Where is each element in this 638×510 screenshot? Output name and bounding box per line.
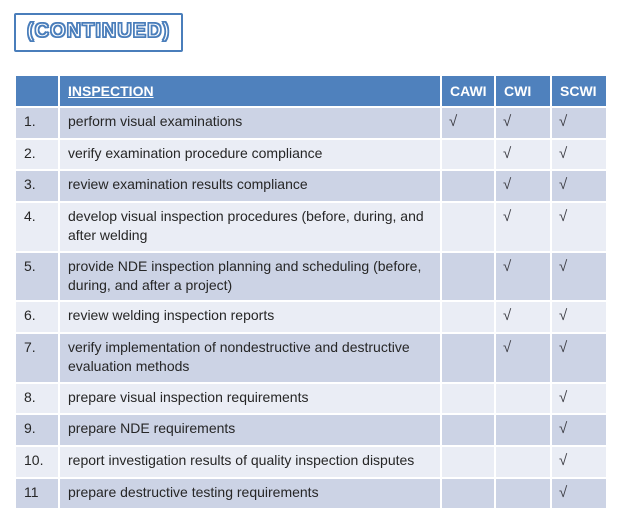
cwi-check-cell: √ [494,332,552,384]
cawi-check-cell [440,476,496,510]
table-row: 5. provide NDE inspection planning and sc… [14,250,608,303]
task-cell: prepare visual inspection requirements [58,381,442,416]
cawi-check-cell [440,300,496,334]
cwi-check-cell: √ [494,137,552,172]
table-row: 8. prepare visual inspection requirements… [14,381,608,416]
scwi-check-cell: √ [550,106,608,140]
scwi-check-cell: √ [550,201,608,253]
inspection-table: INSPECTION CAWI CWI SCWI 1. perform visua… [14,74,608,510]
task-cell: verify implementation of nondestructive … [58,332,442,384]
cawi-check-cell [440,413,496,447]
continued-title-box: (CONTINUED) [14,13,184,52]
table-row: 2. verify examination procedure complianc… [14,137,608,172]
cawi-check-cell: √ [440,106,496,140]
row-number: 5. [14,250,60,303]
table-row: 1. perform visual examinations √ √ √ [14,106,608,140]
scwi-check-cell: √ [550,445,608,479]
task-cell: review welding inspection reports [58,300,442,334]
cawi-check-cell [440,201,496,253]
cwi-check-cell: √ [494,169,552,204]
table-row: 7. verify implementation of nondestructiv… [14,332,608,384]
cwi-check-cell: √ [494,250,552,303]
table-row: 11 prepare destructive testing requiremen… [14,476,608,510]
cawi-check-cell [440,381,496,416]
task-cell: prepare destructive testing requirements [58,476,442,510]
row-number: 11 [14,476,60,510]
cwi-check-cell [494,381,552,416]
scwi-check-cell: √ [550,476,608,510]
scwi-check-cell: √ [550,137,608,172]
table-row: 10. report investigation results of quali… [14,445,608,479]
row-number: 1. [14,106,60,140]
cwi-check-cell [494,476,552,510]
row-number: 8. [14,381,60,416]
cawi-check-cell [440,137,496,172]
slide-title: (CONTINUED) [26,19,171,42]
scwi-check-cell: √ [550,413,608,447]
task-cell: develop visual inspection procedures (be… [58,201,442,253]
header-row: INSPECTION CAWI CWI SCWI [14,74,608,108]
task-cell: report investigation results of quality … [58,445,442,479]
task-cell: perform visual examinations [58,106,442,140]
scwi-check-cell: √ [550,300,608,334]
task-cell: verify examination procedure compliance [58,137,442,172]
cwi-check-cell: √ [494,106,552,140]
row-number: 7. [14,332,60,384]
cawi-check-cell [440,332,496,384]
header-cawi-cell: CAWI [440,74,496,108]
cwi-check-cell [494,413,552,447]
header-inspection-cell: INSPECTION [58,74,442,108]
row-number: 4. [14,201,60,253]
header-cwi-cell: CWI [494,74,552,108]
row-number: 2. [14,137,60,172]
task-cell: provide NDE inspection planning and sche… [58,250,442,303]
row-number: 3. [14,169,60,204]
row-number: 6. [14,300,60,334]
row-number: 10. [14,445,60,479]
scwi-check-cell: √ [550,381,608,416]
task-cell: prepare NDE requirements [58,413,442,447]
cawi-check-cell [440,169,496,204]
header-number-cell [14,74,60,108]
cawi-check-cell [440,445,496,479]
scwi-check-cell: √ [550,332,608,384]
table-row: 3. review examination results compliance √… [14,169,608,204]
task-cell: review examination results compliance [58,169,442,204]
table-row: 9. prepare NDE requirements √ [14,413,608,447]
table-row: 4. develop visual inspection procedures (… [14,201,608,253]
cwi-check-cell: √ [494,300,552,334]
slide: { "slide": { "title": "(CONTINUED)" }, "… [14,13,608,510]
cwi-check-cell: √ [494,201,552,253]
cawi-check-cell [440,250,496,303]
header-scwi-cell: SCWI [550,74,608,108]
header-inspection-label: INSPECTION [68,83,154,99]
cwi-check-cell [494,445,552,479]
scwi-check-cell: √ [550,250,608,303]
row-number: 9. [14,413,60,447]
scwi-check-cell: √ [550,169,608,204]
table-row: 6. review welding inspection reports √ √ [14,300,608,334]
